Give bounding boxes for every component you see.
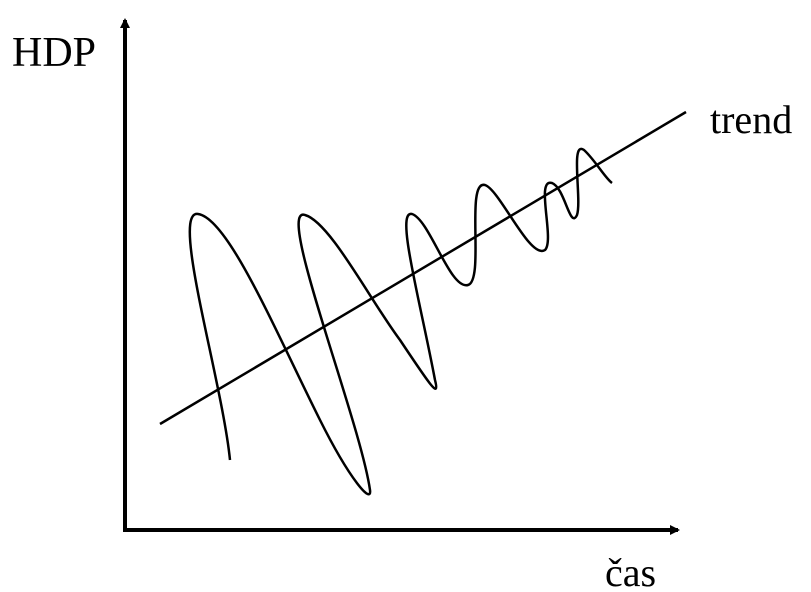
trend-label: trend	[710, 97, 792, 142]
trend-line	[159, 110, 687, 426]
cycle-curve	[188, 147, 613, 496]
y-axis-label: HDP	[12, 30, 96, 76]
x-axis-label: čas	[605, 550, 656, 592]
